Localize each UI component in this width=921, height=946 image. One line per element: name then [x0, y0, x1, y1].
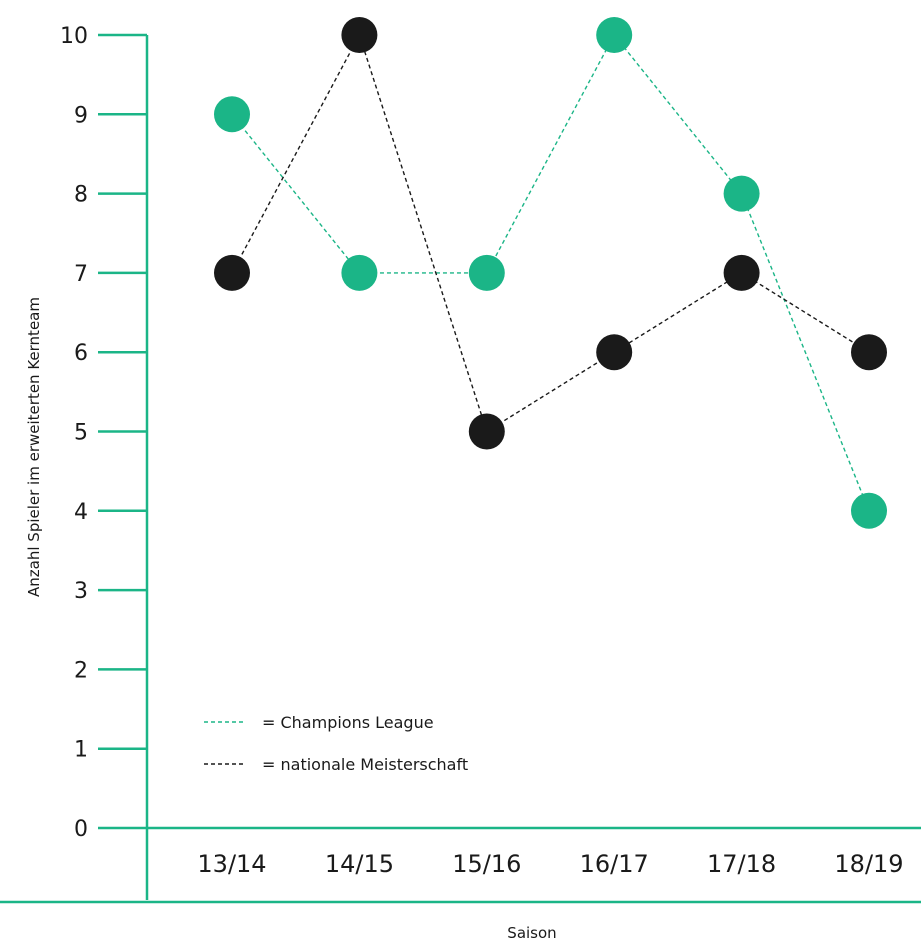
y-axis-ticks: 0 1 2 3 4 5 6 7 8 9 10 — [60, 24, 147, 842]
x-tick-label: 13/14 — [197, 850, 266, 878]
y-tick-label: 3 — [74, 579, 88, 604]
x-tick-label: 15/16 — [452, 850, 521, 878]
data-point — [341, 254, 378, 291]
series-line-1 — [231, 33, 870, 433]
x-tick-label: 17/18 — [707, 850, 776, 878]
y-tick-label: 2 — [74, 658, 88, 683]
legend-label: = nationale Meisterschaft — [262, 755, 468, 774]
y-tick-label: 10 — [60, 24, 88, 49]
axes — [0, 35, 921, 904]
x-tick-label: 16/17 — [580, 850, 649, 878]
y-tick-label: 0 — [74, 817, 88, 842]
x-axis-label: Saison — [507, 924, 556, 942]
data-point — [851, 334, 887, 371]
y-tick-label: 7 — [74, 262, 88, 287]
data-point — [468, 254, 505, 291]
data-point — [596, 17, 633, 53]
data-point — [596, 334, 633, 371]
legend-label: = Champions League — [262, 713, 434, 732]
data-point — [723, 254, 760, 291]
x-axis-ticks: 13/14 14/15 15/16 16/17 17/18 18/19 — [197, 850, 903, 878]
data-point — [723, 175, 760, 212]
series-points — [214, 17, 887, 529]
series-line-0 — [231, 33, 870, 512]
data-point — [214, 96, 250, 133]
y-tick-label: 9 — [74, 103, 88, 128]
data-point — [341, 17, 378, 53]
y-tick-label: 5 — [74, 421, 88, 446]
y-tick-label: 6 — [74, 341, 88, 366]
y-tick-label: 1 — [74, 738, 88, 763]
x-tick-label: 18/19 — [834, 850, 903, 878]
series-lines — [231, 33, 870, 512]
y-tick-label: 8 — [74, 183, 88, 208]
data-point — [214, 254, 250, 291]
data-point — [468, 413, 505, 450]
y-axis-label: Anzahl Spieler im erweiterten Kernteam — [25, 297, 43, 597]
data-point — [851, 492, 887, 529]
legend: = Champions League = nationale Meistersch… — [204, 713, 468, 774]
x-tick-label: 14/15 — [325, 850, 394, 878]
y-tick-label: 4 — [74, 500, 88, 525]
